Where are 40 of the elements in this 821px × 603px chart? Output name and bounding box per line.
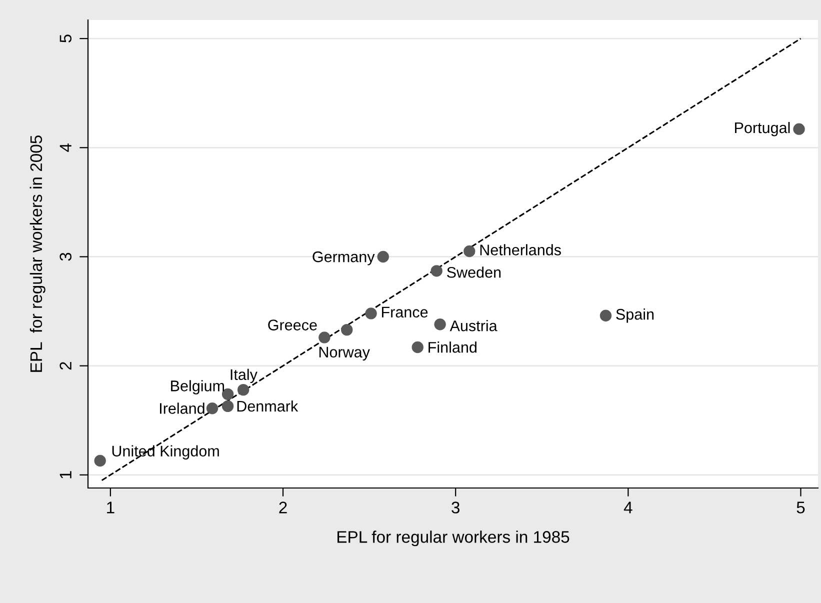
point: [222, 400, 234, 412]
point: [365, 308, 377, 320]
annotation: Italy: [230, 368, 258, 384]
annotation: Netherlands: [480, 244, 561, 256]
annotation: Portugal: [735, 122, 790, 136]
annotation: Finland: [428, 342, 476, 353]
annotation: Austria: [450, 320, 498, 332]
x-tick-label: 5: [796, 502, 805, 514]
y-tick-label: 1: [60, 471, 72, 478]
point: [377, 250, 389, 263]
y-tick-label: 4: [60, 143, 72, 152]
y-tick-label: 3: [60, 252, 72, 261]
point: [206, 402, 218, 414]
point: [793, 123, 805, 135]
point: [430, 265, 442, 277]
point: [434, 318, 446, 330]
y-tick-label: 5: [60, 34, 72, 43]
x-tick-label: 2: [279, 502, 287, 514]
annotation: France: [382, 306, 428, 318]
point: [464, 245, 476, 258]
annotation: Ireland: [160, 402, 204, 414]
annotation: Spain: [616, 308, 654, 323]
annotation: Belgium: [171, 380, 224, 394]
y-axis-title: EPL for regular workers in 2005: [30, 136, 46, 372]
point: [600, 310, 612, 322]
point: [94, 454, 106, 467]
point: [341, 324, 353, 336]
x-tick-label: 3: [452, 502, 460, 514]
x-tick-label: 4: [624, 502, 632, 514]
annotation: Denmark: [237, 400, 298, 412]
annotation: Germany: [312, 251, 375, 266]
x-tick-label: 1: [107, 502, 114, 514]
point: [318, 332, 330, 344]
annotation: Norway: [319, 346, 370, 361]
point: [412, 341, 424, 354]
annotation: Greece: [268, 320, 317, 330]
annotation: Sweden: [447, 266, 501, 278]
point: [237, 384, 250, 396]
x-axis-title: EPL for regular workers in 1985: [338, 530, 570, 546]
y-tick-label: 2: [60, 362, 72, 370]
